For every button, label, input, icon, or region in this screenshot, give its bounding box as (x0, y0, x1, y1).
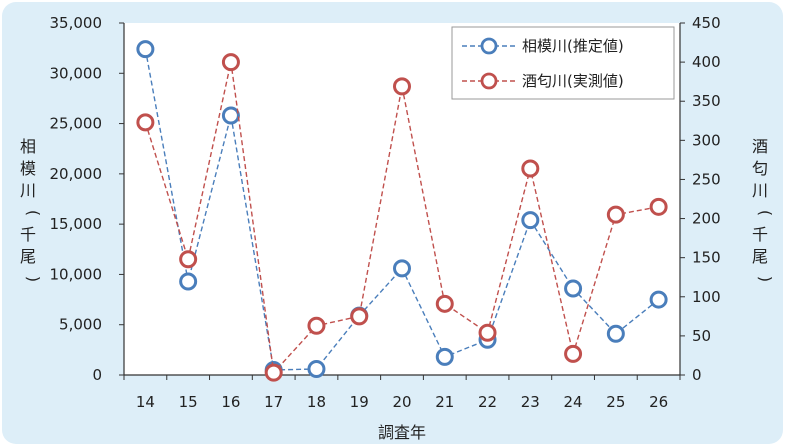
x-tick-label: 14 (136, 393, 155, 411)
legend-label-2: 酒匂川(実測値) (522, 72, 624, 90)
data-point-series-2 (350, 307, 369, 326)
data-point-series-1 (521, 211, 540, 230)
data-point-series-2 (221, 53, 240, 72)
right-axis-title-char: 尾 (752, 247, 768, 266)
x-tick-label: 24 (564, 393, 583, 411)
legend-label-1: 相模川(推定値) (522, 37, 624, 55)
right-axis-title: 酒匂川 ( 千尾) (752, 137, 775, 282)
x-tick-label: 17 (264, 393, 283, 411)
legend-marker-1 (480, 37, 498, 55)
x-tick-label: 25 (606, 393, 625, 411)
legend-marker-2 (480, 72, 498, 90)
x-tick-label: 26 (649, 393, 668, 411)
left-axis-title: 相模川 ( 千尾) (20, 137, 43, 282)
x-tick-label: 23 (521, 393, 540, 411)
data-point-series-2 (179, 250, 198, 269)
right-axis-title-char: 匂 (752, 159, 768, 178)
data-point-series-2 (649, 197, 668, 216)
right-tick-label: 50 (692, 327, 711, 345)
right-tick-label: 0 (692, 366, 702, 384)
data-point-series-2 (264, 363, 283, 382)
data-point-series-1 (649, 290, 668, 309)
data-point-series-2 (435, 294, 454, 313)
data-point-series-1 (435, 347, 454, 366)
data-point-series-1 (179, 272, 198, 291)
data-point-series-2 (521, 159, 540, 178)
right-tick-label: 250 (692, 170, 721, 188)
right-tick-label: 350 (692, 92, 721, 110)
data-point-series-1 (393, 259, 411, 278)
right-tick-label: 150 (692, 249, 721, 267)
data-point-series-1 (221, 106, 240, 125)
data-point-series-1 (606, 324, 625, 343)
x-tick-label: 20 (392, 393, 411, 411)
data-point-series-2 (136, 113, 155, 132)
x-tick-label: 18 (307, 393, 326, 411)
right-tick-label: 200 (692, 210, 721, 228)
right-tick-label: 400 (692, 53, 721, 71)
left-axis-title-char: ( (24, 210, 43, 216)
left-tick-label: 20,000 (50, 165, 103, 183)
right-tick-label: 450 (692, 14, 721, 32)
left-tick-label: 30,000 (50, 64, 103, 82)
left-axis-title-char: 相 (20, 137, 36, 156)
x-axis-title: 調査年 (378, 423, 426, 442)
left-tick-label: 15,000 (50, 215, 103, 233)
right-tick-label: 300 (692, 131, 721, 149)
left-axis-title-char: 模 (20, 159, 36, 178)
right-axis-title-char: ) (756, 276, 775, 282)
left-tick-label: 10,000 (50, 265, 103, 283)
data-point-series-1 (564, 279, 583, 298)
data-point-series-2 (307, 316, 326, 335)
left-axis-title-char: 川 (20, 181, 36, 200)
right-axis-title-char: ( (756, 210, 775, 216)
left-tick-label: 25,000 (50, 115, 103, 133)
data-point-series-1 (136, 40, 155, 59)
data-point-series-2 (564, 344, 583, 363)
right-axis-title-char: 川 (752, 181, 768, 200)
left-axis-title-char: ) (24, 276, 43, 282)
right-axis-title-char: 千 (752, 225, 768, 244)
left-tick-label: 35,000 (50, 14, 103, 32)
data-point-series-2 (478, 323, 497, 342)
x-tick-label: 15 (179, 393, 198, 411)
x-tick-label: 21 (435, 393, 454, 411)
x-tick-label: 16 (221, 393, 240, 411)
left-axis-title-char: 尾 (20, 247, 36, 266)
x-tick-label: 22 (478, 393, 497, 411)
data-point-series-2 (393, 77, 411, 96)
data-point-series-2 (606, 205, 625, 224)
left-axis-title-char: 千 (20, 225, 36, 244)
right-tick-label: 100 (692, 288, 721, 306)
x-tick-label: 19 (350, 393, 369, 411)
data-point-series-1 (307, 359, 326, 378)
left-tick-label: 0 (92, 366, 102, 384)
right-axis-title-char: 酒 (752, 137, 768, 156)
left-tick-label: 5,000 (59, 316, 102, 334)
